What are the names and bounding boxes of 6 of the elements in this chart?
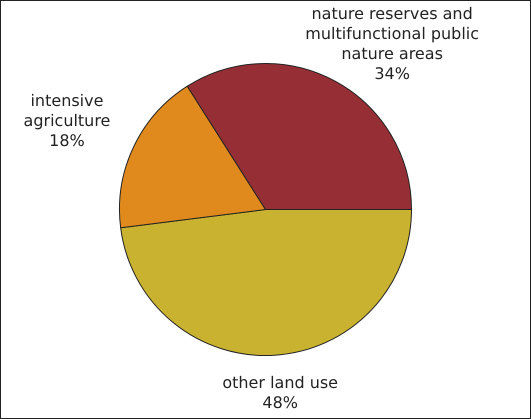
data-label: 18% [49, 130, 85, 150]
slice-label: intensive agriculture [24, 90, 110, 130]
slice-label: other land use [222, 373, 338, 392]
data-label: 34% [374, 64, 410, 84]
slice-label: nature reserves and multifunctional public nature areas [305, 4, 480, 64]
data-label: 48% [262, 393, 298, 412]
